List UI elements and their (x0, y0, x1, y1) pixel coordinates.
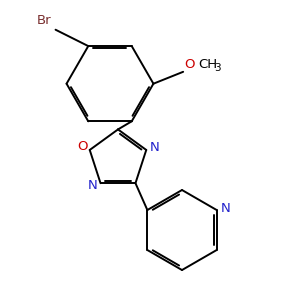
Text: O: O (78, 140, 88, 153)
Text: O: O (184, 58, 195, 71)
Text: N: N (221, 202, 231, 215)
Text: N: N (88, 179, 98, 192)
Text: Br: Br (36, 14, 51, 27)
Text: 3: 3 (214, 63, 220, 73)
Text: N: N (149, 141, 159, 154)
Text: CH: CH (198, 58, 217, 71)
